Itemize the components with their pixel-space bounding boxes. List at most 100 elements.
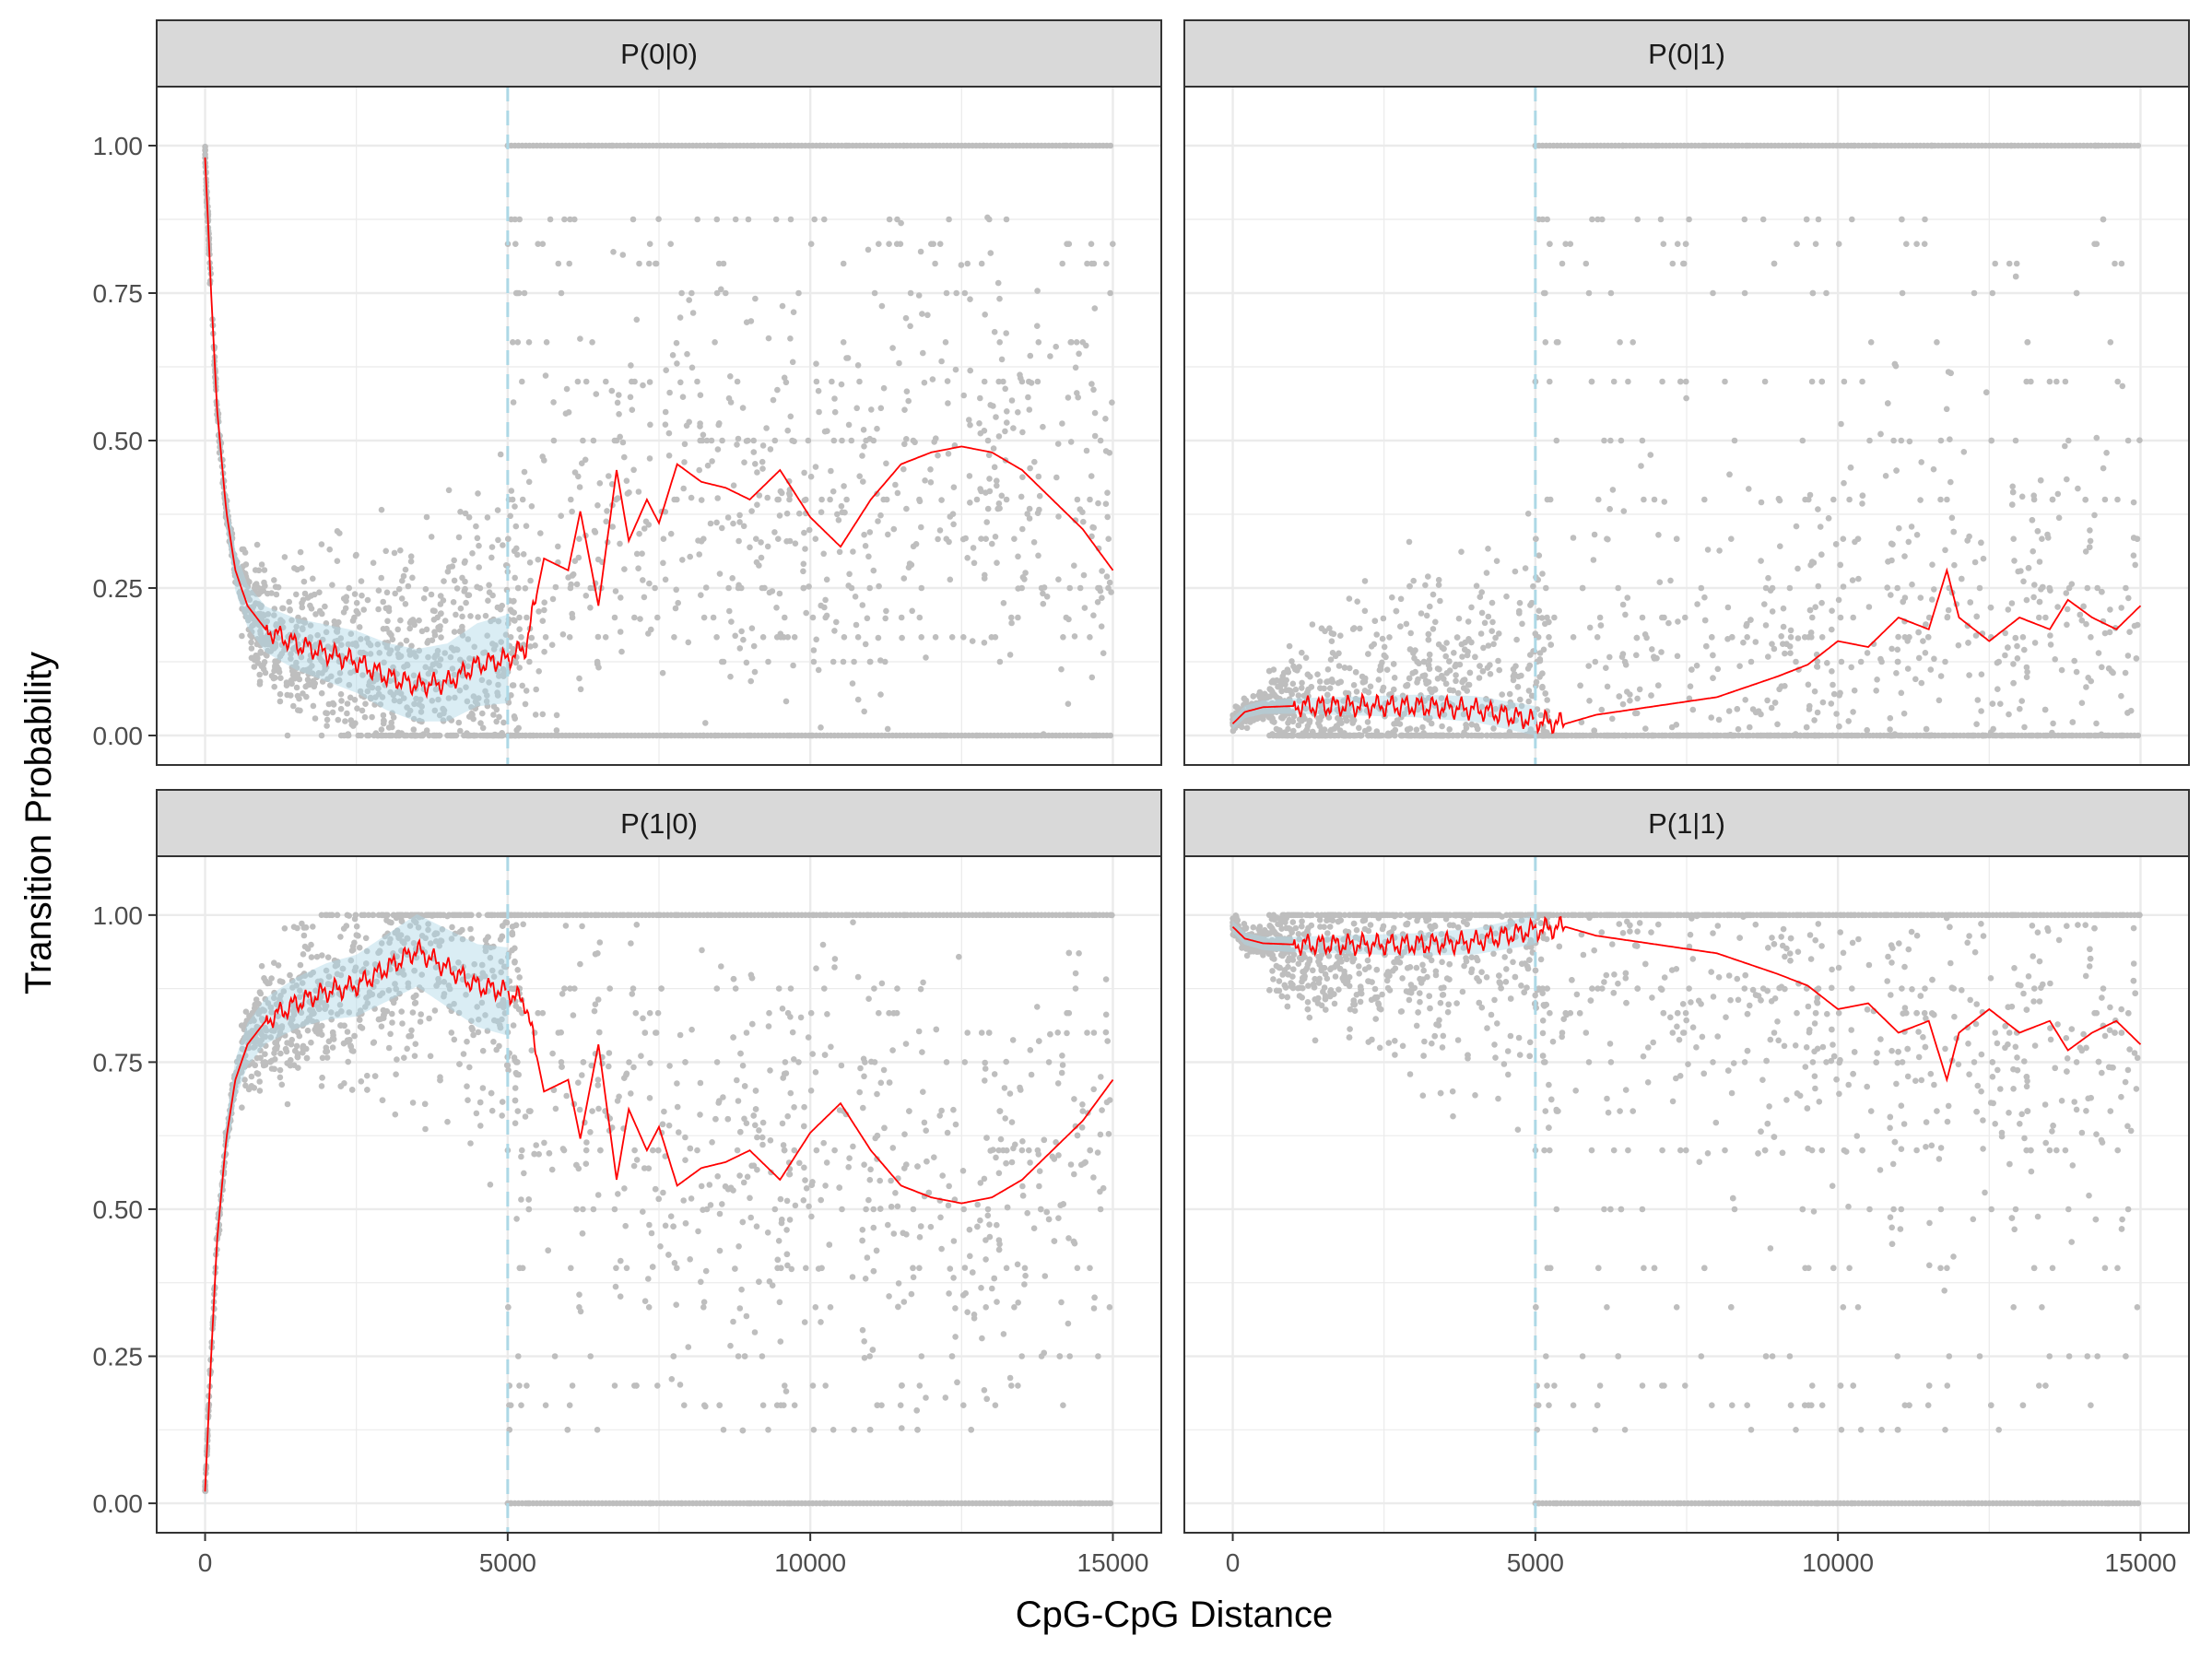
scatter-point xyxy=(1479,668,1487,675)
scatter-point xyxy=(618,648,625,655)
scatter-point xyxy=(408,732,415,739)
scatter-point xyxy=(1978,539,1984,547)
scatter-point xyxy=(346,584,353,592)
scatter-point xyxy=(1454,732,1462,739)
scatter-point xyxy=(371,732,378,739)
scatter-point xyxy=(1536,656,1544,663)
scatter-point xyxy=(318,1083,325,1089)
scatter-point xyxy=(1904,638,1911,644)
scatter-point xyxy=(2028,378,2034,385)
scatter-point xyxy=(867,1166,874,1173)
scatter-point xyxy=(983,519,990,525)
scatter-point xyxy=(1944,496,1950,503)
scatter-point xyxy=(782,379,790,386)
scatter-point xyxy=(358,578,365,584)
scatter-point xyxy=(1648,692,1654,699)
scatter-point xyxy=(901,441,908,448)
scatter-point xyxy=(2084,584,2091,592)
scatter-point xyxy=(495,536,501,544)
scatter-point xyxy=(616,392,622,398)
scatter-point xyxy=(861,531,867,538)
scatter-point xyxy=(1390,661,1397,667)
scatter-point xyxy=(993,414,999,420)
scatter-point xyxy=(1299,679,1305,687)
scatter-point xyxy=(809,1382,817,1389)
scatter-point xyxy=(413,653,419,660)
scatter-point xyxy=(2006,711,2012,718)
scatter-point xyxy=(931,439,937,445)
scatter-point xyxy=(1488,599,1496,606)
scatter-point xyxy=(1365,651,1371,657)
scatter-point xyxy=(1525,698,1532,705)
scatter-point xyxy=(1814,709,1821,716)
scatter-point xyxy=(812,535,819,542)
scatter-point xyxy=(355,610,361,617)
scatter-point xyxy=(822,596,829,604)
scatter-point xyxy=(736,645,744,652)
scatter-point xyxy=(447,653,454,661)
scatter-point xyxy=(1848,664,1854,671)
scatter-point xyxy=(859,602,866,608)
scatter-point xyxy=(2106,629,2113,636)
scatter-point xyxy=(1710,675,1716,681)
scatter-point xyxy=(2014,655,2021,662)
scatter-point xyxy=(830,437,838,444)
scatter-point xyxy=(1026,515,1033,522)
scatter-point xyxy=(1920,638,1926,644)
scatter-point xyxy=(868,406,875,413)
scatter-point xyxy=(301,619,309,626)
scatter-point xyxy=(2015,568,2021,575)
scatter-point xyxy=(334,528,341,535)
scatter-point xyxy=(787,216,794,223)
scatter-point xyxy=(759,1119,767,1126)
scatter-point xyxy=(776,1299,783,1306)
scatter-point xyxy=(284,732,291,739)
scatter-point xyxy=(1109,399,1115,406)
scatter-point xyxy=(547,216,554,223)
scatter-point xyxy=(1899,216,1905,223)
scatter-point xyxy=(1829,607,1835,614)
scatter-point xyxy=(1701,617,1709,624)
scatter-point xyxy=(535,668,542,675)
scatter-point xyxy=(841,634,848,641)
scatter-point xyxy=(1496,630,1502,637)
scatter-point xyxy=(541,606,547,614)
scatter-point xyxy=(686,297,692,303)
scatter-point xyxy=(1659,378,1665,385)
scatter-point xyxy=(481,649,488,656)
scatter-point xyxy=(508,488,515,494)
scatter-point xyxy=(732,216,739,223)
scatter-point xyxy=(345,731,352,737)
scatter-point xyxy=(741,459,747,466)
scatter-point xyxy=(1903,241,1910,248)
scatter-point xyxy=(1040,600,1047,607)
scatter-point xyxy=(1306,717,1313,724)
scatter-point xyxy=(1759,216,1767,223)
scatter-point xyxy=(618,594,624,601)
scatter-point xyxy=(1849,216,1855,223)
scatter-point xyxy=(626,489,632,496)
scatter-point xyxy=(2019,634,2027,641)
scatter-point xyxy=(640,577,646,583)
scatter-point xyxy=(995,433,1003,440)
scatter-point xyxy=(936,241,944,248)
scatter-point xyxy=(1430,626,1437,632)
scatter-point xyxy=(1000,378,1006,385)
scatter-point xyxy=(379,694,386,700)
scatter-point xyxy=(2088,677,2094,685)
scatter-point xyxy=(1627,697,1633,704)
scatter-point xyxy=(577,686,584,693)
scatter-point xyxy=(1496,666,1502,674)
scatter-point xyxy=(1854,535,1862,542)
scatter-point xyxy=(2135,142,2142,149)
scatter-point xyxy=(1778,683,1785,689)
scatter-point xyxy=(2053,378,2060,385)
scatter-point xyxy=(369,713,375,721)
scatter-point xyxy=(444,732,451,739)
scatter-point xyxy=(653,260,659,267)
scatter-point xyxy=(1443,640,1450,646)
scatter-point xyxy=(1438,695,1445,701)
scatter-point xyxy=(318,732,325,739)
scatter-point xyxy=(276,1074,284,1081)
scatter-point xyxy=(1849,577,1856,583)
